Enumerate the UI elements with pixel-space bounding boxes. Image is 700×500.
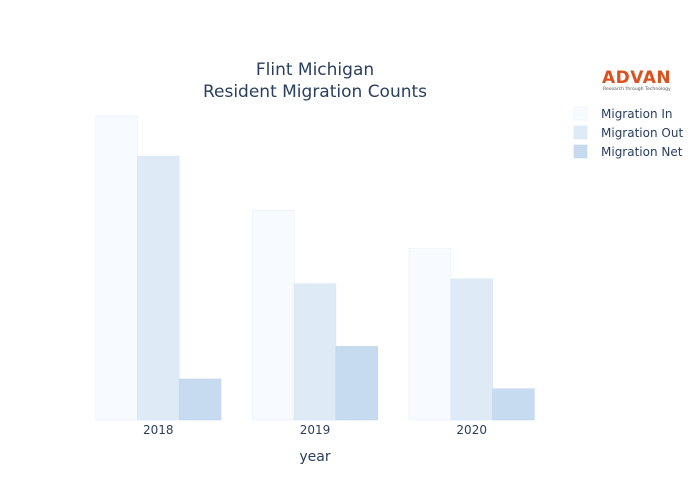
bar-migration-out-2018[interactable] [137,155,180,421]
legend-label-migration-net[interactable]: Migration Net [601,145,683,159]
legend-swatch-migration-out[interactable] [573,125,588,140]
legend-label-migration-in[interactable]: Migration In [601,107,673,121]
advan-logo: ADVAN Research through Technology [602,68,671,92]
bar-migration-in-2020[interactable] [408,247,452,421]
x-tick-labels: 2018 2019 2020 [143,423,487,437]
legend-label-migration-out[interactable]: Migration Out [601,126,683,140]
bar-migration-net-2019[interactable] [335,346,378,421]
x-tick-label-2018: 2018 [143,423,174,437]
chart-title-line-1: Flint Michigan [256,60,374,80]
bars-group [95,115,535,421]
bar-migration-net-2018[interactable] [178,378,222,421]
advan-logo-tagline: Research through Technology [603,86,671,92]
x-tick-label-2020: 2020 [456,423,487,437]
bar-migration-in-2018[interactable] [95,115,138,421]
x-axis-title: year [299,449,330,465]
x-tick-label-2019: 2019 [300,423,331,437]
legend-swatch-migration-in[interactable] [573,106,588,121]
chart-title-line-2: Resident Migration Counts [203,82,427,102]
bar-migration-net-2020[interactable] [492,388,535,421]
legend[interactable]: Migration In Migration Out Migration Net [573,106,683,159]
bar-migration-in-2019[interactable] [252,209,295,421]
legend-swatch-migration-net[interactable] [573,144,588,159]
bar-migration-out-2020[interactable] [450,278,493,421]
advan-logo-wordmark: ADVAN [602,68,671,88]
bar-migration-out-2019[interactable] [293,283,337,421]
